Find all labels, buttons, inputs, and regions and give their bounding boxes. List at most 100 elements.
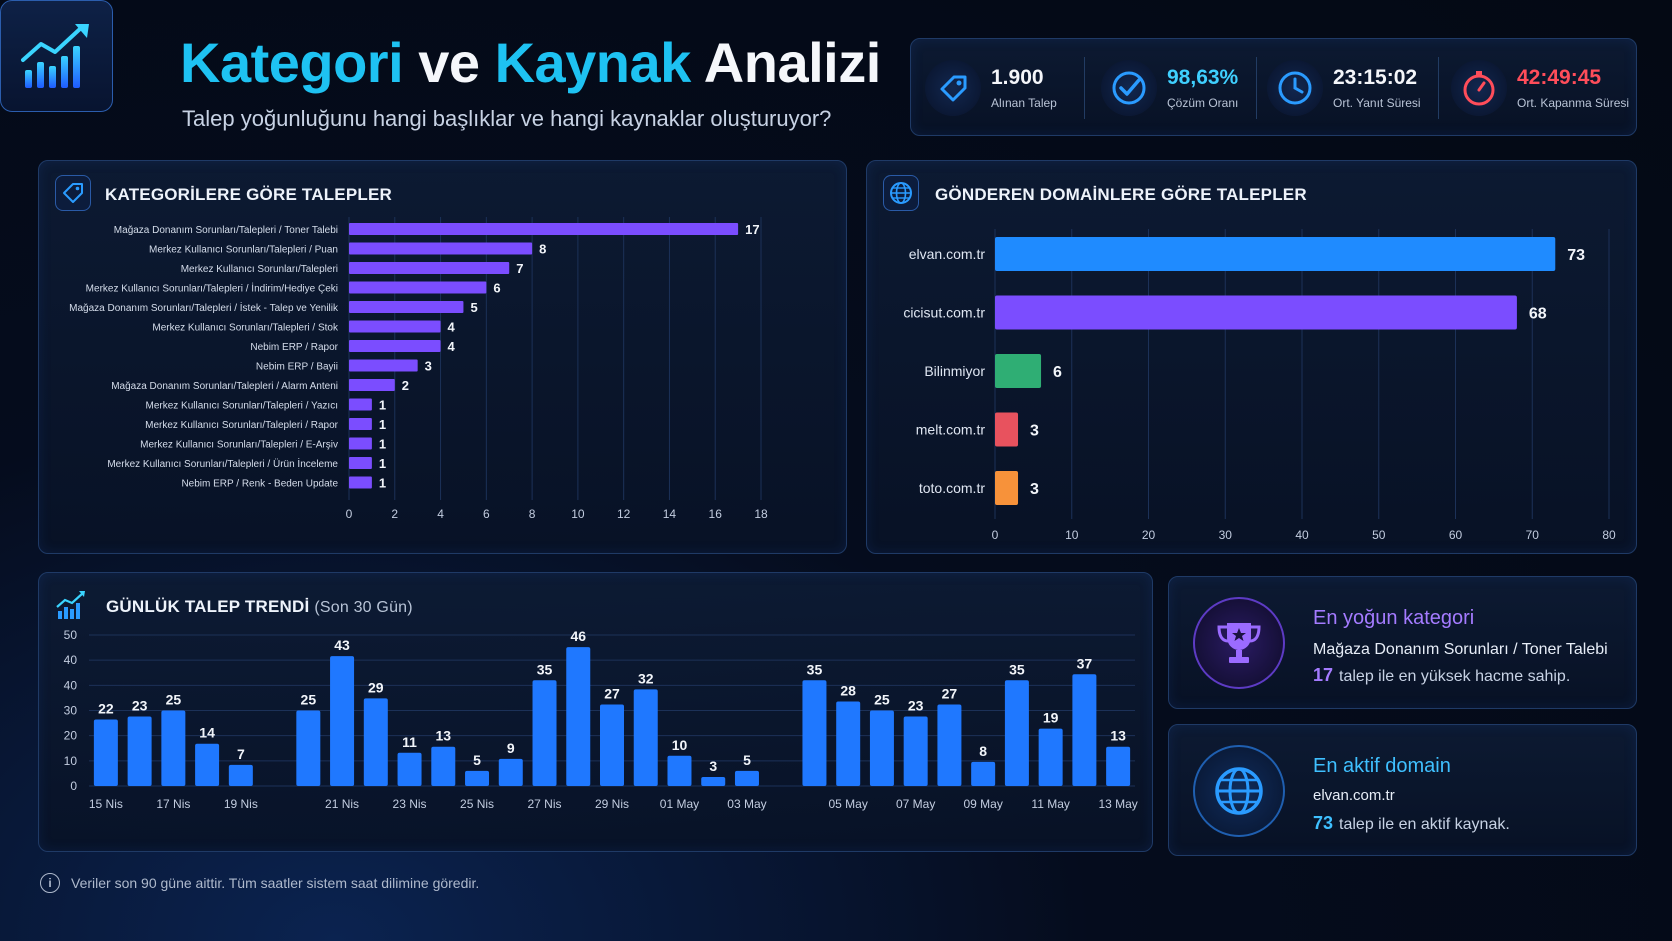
trend-bar xyxy=(971,761,996,786)
x-tick-label: 13 May xyxy=(1098,797,1137,811)
bar-value-label: 13 xyxy=(1110,728,1126,744)
footer-text: Veriler son 90 güne aittir. Tüm saatler … xyxy=(71,875,480,891)
page-title: Kategori ve Kaynak Analizi xyxy=(180,30,881,95)
category-label: Merkez Kullanıcı Sorunları/Talepleri / P… xyxy=(149,245,338,256)
x-tick-label: 70 xyxy=(1526,528,1540,542)
top-category-count: 17 xyxy=(1313,665,1334,685)
trend-subtitle: (Son 30 Gün) xyxy=(314,599,413,616)
top-domain-text: talep ile en aktif kaynak. xyxy=(1339,816,1510,833)
top-domain-title: En aktif domain xyxy=(1313,755,1451,777)
category-bar xyxy=(349,457,372,469)
x-tick-label: 10 xyxy=(571,507,585,521)
top-domain-card: En aktif domain elvan.com.tr 73 talep ile… xyxy=(1168,724,1637,856)
y-tick-label: 20 xyxy=(64,729,78,743)
top-category-title: En yoğun kategori xyxy=(1313,607,1475,629)
trend-bar xyxy=(465,770,490,786)
kpi-divider xyxy=(1256,57,1257,119)
trend-title-text: GÜNLÜK TALEP TRENDİ xyxy=(106,597,310,616)
bar-value-label: 23 xyxy=(908,698,924,714)
bar-value-label: 25 xyxy=(874,692,890,708)
footer-note: i Veriler son 90 güne aittir. Tüm saatle… xyxy=(40,873,479,893)
trend-bar xyxy=(667,755,692,786)
kpi-bar: 1.900 Alınan Talep 98,63% Çözüm Oranı 23… xyxy=(910,38,1637,136)
trend-bar xyxy=(1038,728,1063,786)
category-label: Merkez Kullanıcı Sorunları/Talepleri / Ü… xyxy=(107,457,338,470)
x-tick-label: 09 May xyxy=(963,797,1002,811)
x-tick-label: 25 Nis xyxy=(460,797,494,811)
bar-value-label: 10 xyxy=(672,737,688,753)
trend-bar xyxy=(228,764,253,786)
x-tick-label: 40 xyxy=(1295,528,1309,542)
x-tick-label: 12 xyxy=(617,507,631,521)
category-label: Nebim ERP / Renk - Beden Update xyxy=(181,479,338,490)
trend-bar xyxy=(397,752,422,786)
x-tick-label: 19 Nis xyxy=(224,797,258,811)
domain-label: melt.com.tr xyxy=(916,422,986,438)
trend-bar xyxy=(701,776,726,786)
globe-icon xyxy=(1193,745,1285,837)
bar-value-label: 27 xyxy=(942,685,958,701)
title-kategori: Kategori xyxy=(180,31,404,94)
tag-icon xyxy=(925,60,981,116)
category-bar xyxy=(349,340,441,352)
bar-value-label: 9 xyxy=(507,740,515,756)
y-tick-label: 10 xyxy=(64,754,78,768)
domain-bar xyxy=(995,354,1042,388)
category-bar xyxy=(349,301,464,313)
domain-label: cicisut.com.tr xyxy=(903,305,985,321)
bar-value-label: 1 xyxy=(379,476,386,491)
x-tick-label: 10 xyxy=(1065,528,1079,542)
category-panel: KATEGORİLERE GÖRE TALEPLER 0 2 4 6 8 10 12 14 16… xyxy=(38,160,847,554)
kpi-response: 23:15:02 Ort. Yanıt Süresi xyxy=(1267,39,1421,137)
check-circle-icon xyxy=(1101,60,1157,116)
x-tick-label: 05 May xyxy=(829,797,868,811)
top-category-name: Mağaza Donanım Sorunları / Toner Talebi xyxy=(1313,641,1608,658)
y-tick-label: 0 xyxy=(70,779,77,793)
x-tick-label: 17 Nis xyxy=(156,797,190,811)
bar-value-label: 6 xyxy=(1053,364,1062,381)
category-bar xyxy=(349,379,395,391)
trend-bar xyxy=(296,710,321,786)
kpi-closing-label: Ort. Kapanma Süresi xyxy=(1517,96,1630,110)
bar-value-label: 5 xyxy=(743,752,751,768)
x-tick-label: 21 Nis xyxy=(325,797,359,811)
domain-bar xyxy=(995,295,1517,330)
x-tick-label: 4 xyxy=(437,507,444,521)
bar-value-label: 3 xyxy=(709,758,717,774)
category-label: Merkez Kullanıcı Sorunları/Talepleri / R… xyxy=(145,420,339,431)
kpi-divider xyxy=(1438,57,1439,119)
trend-bar xyxy=(195,743,220,786)
category-label: Mağaza Donanım Sorunları/Talepleri / Ton… xyxy=(114,225,338,236)
bar-value-label: 25 xyxy=(301,692,317,708)
x-tick-label: 2 xyxy=(391,507,398,521)
globe-icon xyxy=(883,175,919,211)
bar-value-label: 73 xyxy=(1567,247,1585,264)
category-bar xyxy=(349,262,510,274)
bar-value-label: 3 xyxy=(1030,423,1039,440)
x-tick-label: 15 Nis xyxy=(89,797,123,811)
bar-value-label: 23 xyxy=(132,698,148,714)
domain-panel-title: GÖNDEREN DOMAİNLERE GÖRE TALEPLER xyxy=(935,185,1307,204)
x-tick-label: 29 Nis xyxy=(595,797,629,811)
category-label: Nebim ERP / Rapor xyxy=(250,342,338,353)
domain-label: elvan.com.tr xyxy=(909,246,986,262)
kpi-closing-value: 42:49:45 xyxy=(1517,66,1602,89)
bar-value-label: 13 xyxy=(436,728,452,744)
bar-value-label: 3 xyxy=(1030,481,1039,498)
bar-value-label: 8 xyxy=(539,242,546,257)
trend-bar xyxy=(903,716,928,786)
x-tick-label: 14 xyxy=(663,507,677,521)
category-label: Merkez Kullanıcı Sorunları/Talepleri / E… xyxy=(140,440,338,451)
x-tick-label: 16 xyxy=(709,507,723,521)
bar-value-label: 11 xyxy=(402,734,417,750)
y-tick-label: 40 xyxy=(64,678,78,692)
kpi-received-label: Alınan Talep xyxy=(991,96,1057,110)
kpi-resolution-value: 98,63% xyxy=(1167,66,1239,89)
trend-bar xyxy=(633,689,658,786)
kpi-received: 1.900 Alınan Talep xyxy=(925,39,1057,137)
bar-value-label: 4 xyxy=(448,339,456,354)
top-domain-name: elvan.com.tr xyxy=(1313,787,1395,804)
x-tick-label: 27 Nis xyxy=(528,797,562,811)
category-bar xyxy=(349,320,441,333)
